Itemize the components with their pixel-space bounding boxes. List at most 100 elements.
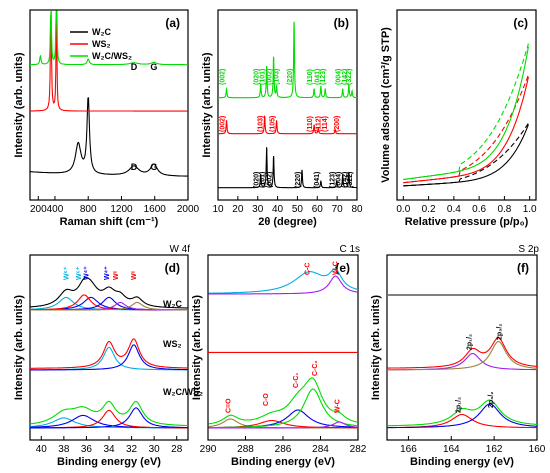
x-tick-label: 800 [80, 204, 97, 215]
peak-annotation: (103) [274, 69, 281, 85]
peak-annotation: Wᶜ [131, 270, 138, 280]
panel-e: (e) 290 288 286 284 282 Binding energy (eV) Int… [191, 244, 367, 468]
y-axis-label: Intensity (arb. units) [13, 52, 25, 157]
peak-annotation: (004) [336, 69, 343, 85]
band-label: D [131, 62, 138, 72]
x-tick-label: 286 [275, 444, 292, 455]
w4f-component [30, 407, 188, 429]
plot-frame [396, 9, 537, 201]
x-tick-label: 200 [30, 204, 47, 215]
peak-annotation: (002) [267, 172, 274, 188]
peak-annotation: (101) [260, 69, 267, 85]
x-tick-label: 60 [312, 204, 324, 215]
peak-annotation: 2p₁/₂ [466, 334, 473, 350]
x-axis-label: Binding energy (eV) [231, 456, 335, 468]
peak-annotation: (101) [260, 172, 267, 188]
peak-annotation: C-C₂ [312, 360, 319, 376]
x-tick-label: 284 [312, 444, 329, 455]
adsorption-curve [403, 46, 529, 181]
s2p-component [387, 340, 537, 371]
peak-annotation: (322) [347, 172, 354, 188]
x-tick-label: 1600 [144, 204, 167, 215]
peak-annotation: W⁶⁺ [63, 266, 70, 280]
x-tick-label: 166 [400, 444, 417, 455]
x-tick-label: 0.4 [447, 204, 461, 215]
x-tick-label: 160 [529, 444, 546, 455]
c1s-envelope-2 [208, 377, 359, 425]
x-tick-label: 30 [149, 444, 161, 455]
w4f-envelope-2 [29, 400, 188, 427]
peak-annotation: 2p₁/₂ [456, 397, 463, 413]
x-tick-label: 0.6 [472, 204, 486, 215]
panel-label: (e) [335, 261, 350, 275]
band-label: G [150, 162, 157, 172]
w4f-envelope-1 [30, 338, 188, 369]
y-axis-label: Intensity (arb. units) [370, 295, 382, 400]
plot-frame [217, 9, 358, 201]
c1s-component [208, 388, 359, 429]
x-tick-label: 10 [212, 204, 224, 215]
peak-annotation: C-C [304, 263, 311, 275]
x-tick-label: 282 [350, 444, 367, 455]
band-label: D [131, 162, 138, 172]
x-tick-label: 28 [171, 444, 183, 455]
panel-label: (b) [334, 16, 349, 30]
legend-label: W₂C [92, 27, 111, 37]
peak-annotation: W⁶⁺ [76, 266, 83, 280]
x-axis-label: 2θ (degree) [258, 216, 317, 228]
desorption-curve [403, 74, 529, 184]
peak-annotation: (142) [342, 172, 349, 188]
x-tick-label: 290 [200, 444, 217, 455]
x-axis-label: Binding energy (eV) [410, 456, 514, 468]
x-tick-label: 162 [486, 444, 503, 455]
peak-annotation: (002) [220, 116, 227, 132]
peak-annotation: (112) [315, 116, 322, 132]
panel-d: (d) 40 38 36 34 32 30 28 Binding energy (eV) Inte… [13, 244, 203, 468]
xrd-series-0 [218, 147, 358, 189]
x-tick-label: 32 [126, 444, 138, 455]
panel-label: (f) [517, 261, 529, 275]
x-tick-label: 40 [36, 444, 48, 455]
panel-label: (a) [165, 16, 180, 30]
peak-annotation: (041) [314, 69, 321, 85]
x-tick-label: 2000 [177, 204, 200, 215]
legend-label: W₂C/WS₂ [163, 387, 203, 397]
raman-series-2 [30, 10, 188, 66]
raman-series-0 [29, 97, 189, 177]
x-tick-label: 50 [292, 204, 304, 215]
x-tick-label: 36 [81, 444, 93, 455]
x-tick-label: 38 [58, 444, 70, 455]
x-tick-label: 288 [237, 444, 254, 455]
peak-annotation: (002) [220, 69, 227, 85]
x-axis-label: Relative pressure (p/p₀) [405, 216, 529, 228]
peak-annotation: (322) [346, 69, 353, 85]
c1s-component [208, 419, 358, 429]
w4f-component [30, 344, 188, 371]
legend-label: W₂C [163, 299, 182, 309]
x-tick-label: 400 [47, 204, 64, 215]
x-tick-label: 80 [351, 204, 363, 215]
panel-b: (b) 10 20 30 40 50 60 70 80 2θ (degree) Intensity … [201, 9, 363, 228]
c1s-envelope-0 [208, 268, 359, 294]
peak-annotation: (105) [270, 116, 277, 132]
legend-label: WS₂ [163, 339, 182, 349]
peak-annotation: 2p₃/₂ [488, 392, 495, 408]
panel-label: (c) [513, 16, 528, 30]
peak-annotation: (004) [336, 172, 343, 188]
x-tick-label: 70 [332, 204, 344, 215]
s2p-envelope-1 [387, 337, 538, 369]
peak-annotation: (123) [330, 172, 337, 188]
x-tick-label: 1.0 [523, 204, 537, 215]
peak-annotation: (220) [295, 172, 302, 188]
peak-annotation: (103) [258, 116, 265, 132]
peak-annotation: (110) [307, 69, 314, 85]
peak-annotation: (020) [254, 69, 261, 85]
panel-a: (a) 200 400 800 1200 1600 2000 Raman shift (cm⁻… [13, 9, 200, 228]
peak-annotation: (110) [307, 116, 314, 132]
x-axis-label: Binding energy (eV) [57, 456, 161, 468]
core-level-label: W 4f [169, 244, 190, 255]
x-tick-label: 0.2 [422, 204, 436, 215]
c1s-component [208, 421, 359, 429]
